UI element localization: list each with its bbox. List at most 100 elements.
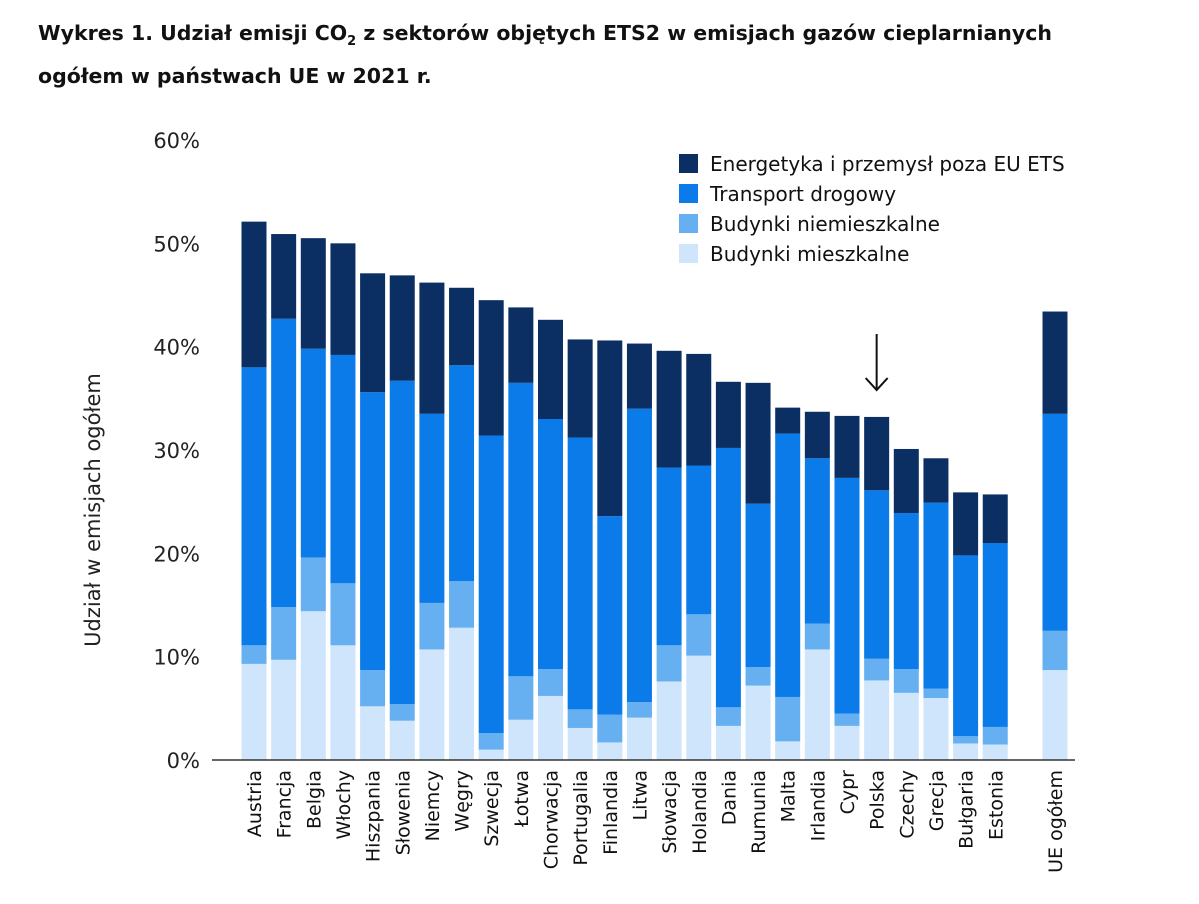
y-axis-label: Udział w emisjach ogółem	[81, 373, 105, 647]
bar-segment	[982, 744, 1008, 760]
bar-segment	[745, 667, 771, 686]
bar-segment	[330, 583, 356, 646]
legend-swatch	[679, 154, 698, 173]
bar-segment	[449, 287, 475, 366]
bar-segment	[804, 623, 830, 650]
bar-segment	[478, 733, 504, 750]
y-tick-label: 50%	[153, 232, 200, 256]
bar-segment	[1042, 670, 1068, 760]
bar-segment	[715, 725, 741, 760]
bar-segment	[626, 717, 652, 760]
bar-stack	[686, 353, 712, 760]
bar-segment	[449, 581, 475, 628]
arrow-down-icon	[864, 334, 889, 392]
bar-stack	[330, 243, 356, 760]
bar-segment	[834, 725, 860, 760]
bar-segment	[1042, 311, 1068, 414]
bar-stack	[478, 300, 504, 760]
x-tick-label: Hiszpania	[363, 770, 385, 862]
bar-segment	[419, 413, 445, 603]
bar-segment	[864, 658, 890, 681]
x-tick-label: Chorwacja	[541, 770, 563, 869]
bar-segment	[953, 743, 979, 760]
x-tick-label: Cypr	[837, 770, 859, 815]
bar-segment	[745, 503, 771, 667]
bar-segment	[271, 318, 297, 608]
legend-swatch	[679, 244, 698, 263]
bar-segment	[686, 614, 712, 656]
bar-segment	[538, 669, 563, 696]
x-tick-label: Finlandia	[600, 770, 622, 855]
bar-segment	[300, 557, 326, 612]
chart-title: Wykres 1. Udział emisji CO2 z sektorów o…	[38, 16, 1188, 93]
bar-segment	[656, 681, 682, 760]
bar-segment	[567, 709, 593, 728]
bars	[241, 221, 1068, 760]
y-tick-label: 40%	[153, 336, 200, 360]
legend-label: Transport drogowy	[709, 182, 896, 206]
bar-stack	[893, 448, 919, 760]
bar-stack	[538, 319, 563, 760]
x-tick-label: Słowacja	[659, 770, 681, 854]
bar-segment	[508, 719, 534, 760]
bar-stack	[715, 381, 741, 760]
legend-label: Budynki mieszkalne	[710, 242, 909, 266]
bar-segment	[923, 458, 949, 503]
bar-segment	[271, 607, 297, 660]
bar-stack	[775, 407, 801, 760]
bar-segment	[864, 416, 890, 491]
bar-stack	[389, 275, 415, 760]
title-text: Wykres 1. Udział emisji CO	[38, 21, 348, 45]
bar-segment	[389, 380, 415, 705]
bar-segment	[241, 645, 267, 664]
bar-segment	[597, 340, 623, 517]
bar-segment	[508, 307, 534, 383]
bar-segment	[804, 458, 830, 624]
title-subscript: 2	[347, 34, 357, 50]
bar-segment	[923, 688, 949, 698]
bar-segment	[686, 353, 712, 466]
bar-segment	[656, 645, 682, 682]
x-tick-label: Łotwa	[511, 770, 533, 828]
x-tick-label: Grecja	[926, 770, 948, 831]
x-tick-label: Belgia	[303, 770, 325, 829]
x-tick-label: Francja	[274, 770, 296, 838]
y-tick-label: 30%	[153, 439, 200, 463]
x-tick-label: Słowenia	[392, 770, 414, 855]
bar-segment	[538, 695, 563, 760]
bar-stack	[864, 416, 890, 760]
bar-segment	[804, 411, 830, 459]
bar-segment	[626, 343, 652, 409]
bar-segment	[360, 670, 386, 707]
y-tick-label: 60%	[153, 129, 200, 153]
bar-segment	[893, 513, 919, 670]
bar-segment	[330, 243, 356, 355]
bar-segment	[330, 645, 356, 760]
bar-segment	[686, 465, 712, 615]
bar-segment	[626, 408, 652, 703]
bar-segment	[271, 234, 297, 319]
legend-label: Budynki niemieszkalne	[710, 212, 940, 236]
bar-segment	[864, 490, 890, 659]
bar-stack	[745, 382, 771, 760]
bar-segment	[449, 365, 475, 582]
bar-segment	[389, 704, 415, 721]
bar-segment	[241, 367, 267, 646]
bar-segment	[834, 415, 860, 478]
x-tick-label: Austria	[244, 770, 266, 837]
bar-segment	[478, 749, 504, 760]
title-text-cont: z sektorów objętych ETS2 w emisjach gazó…	[356, 21, 1052, 45]
bar-segment	[775, 741, 801, 760]
bar-segment	[834, 713, 860, 726]
bar-segment	[300, 611, 326, 760]
bar-segment	[1042, 630, 1068, 671]
bar-stack	[953, 492, 979, 760]
legend-swatch	[679, 214, 698, 233]
bar-stack	[834, 415, 860, 760]
bar-stack	[449, 287, 475, 760]
bar-segment	[360, 392, 386, 671]
bar-segment	[241, 663, 267, 760]
bar-segment	[775, 433, 801, 697]
bar-segment	[567, 339, 593, 438]
